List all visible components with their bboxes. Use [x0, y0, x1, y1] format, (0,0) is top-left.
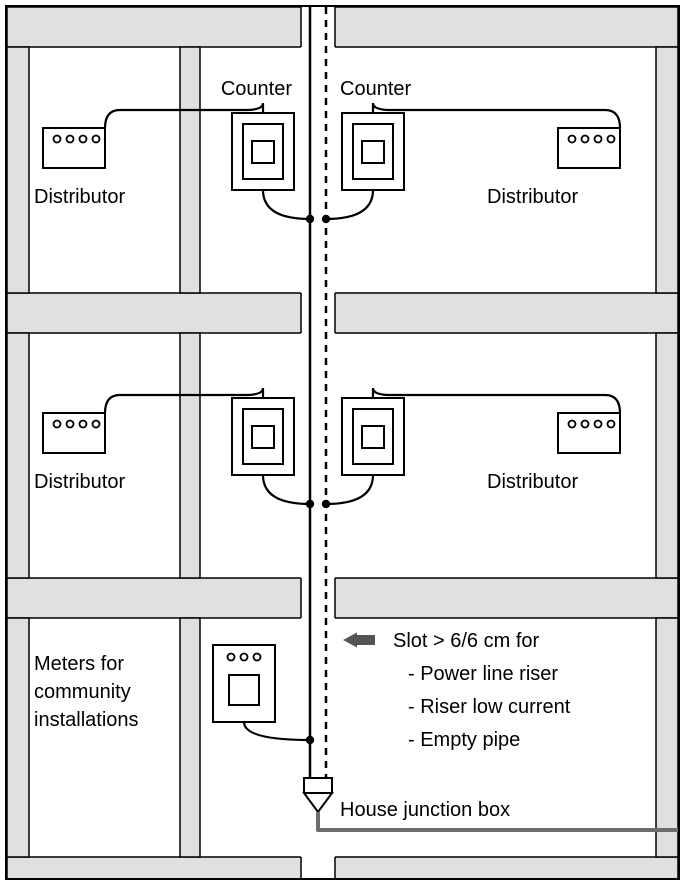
wire: [263, 475, 310, 504]
diagram-svg: Counter Counter Distributor Distributor Dist…: [0, 0, 685, 885]
slot-2: - Power line riser: [408, 663, 558, 685]
meters-2: community: [34, 681, 131, 703]
wire: [326, 190, 373, 219]
riser-slot: [301, 6, 335, 48]
distributor-bl: Distributor: [34, 471, 125, 493]
counter-left: Counter: [221, 78, 292, 100]
meter-box: [213, 645, 275, 722]
counter-box: [232, 113, 294, 190]
hjb: House junction box: [340, 799, 510, 821]
slot-3: - Riser low current: [408, 696, 571, 718]
meters-1: Meters for: [34, 653, 124, 675]
meters-3: installations: [34, 709, 139, 731]
wire: [373, 388, 620, 413]
counter-box: [342, 398, 404, 475]
riser-slot: [301, 292, 335, 334]
wall-column: [7, 618, 29, 857]
house-junction-box: [304, 778, 332, 793]
wall-column: [180, 618, 200, 857]
distributor-box: [43, 128, 105, 168]
wall-column: [656, 618, 678, 857]
wall-column: [7, 333, 29, 578]
floor-slab: [7, 293, 678, 333]
counter-box: [232, 398, 294, 475]
junction-dot: [322, 215, 330, 223]
wire: [263, 190, 310, 219]
wall-column: [180, 47, 200, 293]
counter-right: Counter: [340, 78, 411, 100]
junction-dot: [306, 736, 314, 744]
wall-column: [180, 333, 200, 578]
distributor-box: [43, 413, 105, 453]
wall-column: [7, 47, 29, 293]
floor-slab: [7, 578, 678, 618]
slot-1: Slot > 6/6 cm for: [393, 630, 540, 652]
floor-slab: [7, 7, 678, 47]
junction-dot: [306, 500, 314, 508]
wall-column: [656, 333, 678, 578]
wall-column: [656, 47, 678, 293]
distributor-box: [558, 413, 620, 453]
riser-slot: [301, 577, 335, 619]
junction-dot: [322, 500, 330, 508]
distributor-tr: Distributor: [487, 186, 578, 208]
distributor-br: Distributor: [487, 471, 578, 493]
wire: [373, 103, 620, 128]
distributor-box: [558, 128, 620, 168]
arrow-left-icon: [343, 633, 375, 648]
counter-box: [342, 113, 404, 190]
distributor-tl: Distributor: [34, 186, 125, 208]
junction-funnel: [304, 793, 332, 812]
wire: [326, 475, 373, 504]
junction-dot: [306, 215, 314, 223]
diagram-canvas: Counter Counter Distributor Distributor Dist…: [0, 0, 685, 885]
wire: [244, 722, 310, 740]
riser-slot: [301, 856, 335, 880]
slot-4: - Empty pipe: [408, 729, 520, 751]
floor-slab: [7, 857, 678, 879]
